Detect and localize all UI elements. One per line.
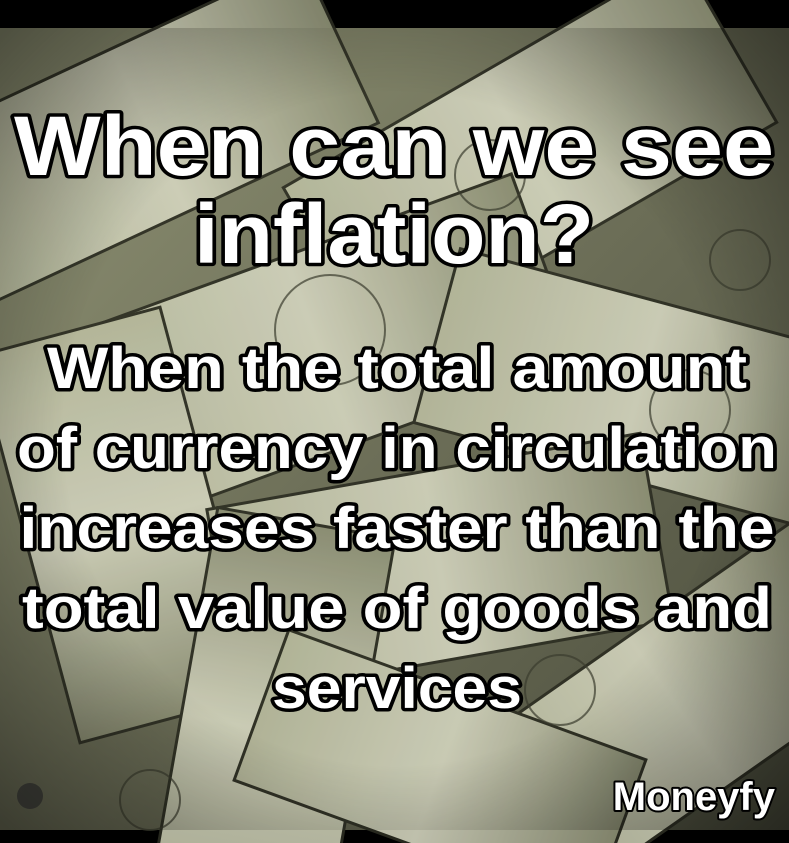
text-line: When the total amount: [47, 336, 747, 401]
text-line: services: [272, 656, 522, 721]
text-line: increases faster than the: [20, 496, 775, 561]
body-text: When the total amount of currency in circ…: [14, 333, 781, 725]
text-line: total value of goods and: [22, 576, 772, 641]
account-icon[interactable]: [17, 783, 43, 809]
text-line: When can we see: [14, 99, 774, 193]
text-line: of currency in circulation: [17, 416, 777, 481]
brand: Moneyfy: [613, 775, 776, 819]
text-line: inflation?: [194, 187, 594, 281]
